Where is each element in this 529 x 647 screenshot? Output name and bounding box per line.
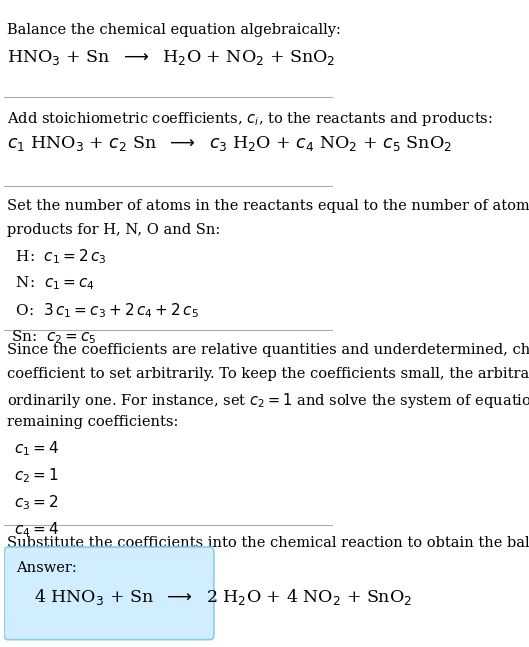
Text: $c_2 = 1$: $c_2 = 1$ — [14, 466, 59, 485]
Text: $c_5 = 1$: $c_5 = 1$ — [14, 547, 59, 565]
Text: remaining coefficients:: remaining coefficients: — [7, 415, 179, 430]
Text: Set the number of atoms in the reactants equal to the number of atoms in the: Set the number of atoms in the reactants… — [7, 199, 529, 213]
Text: coefficient to set arbitrarily. To keep the coefficients small, the arbitrary va: coefficient to set arbitrarily. To keep … — [7, 367, 529, 381]
Text: Sn:  $c_2 = c_5$: Sn: $c_2 = c_5$ — [11, 328, 96, 345]
Text: Substitute the coefficients into the chemical reaction to obtain the balanced: Substitute the coefficients into the che… — [7, 536, 529, 549]
Text: $c_1$ HNO$_3$ + $c_2$ Sn  $\longrightarrow$  $c_3$ H$_2$O + $c_4$ NO$_2$ + $c_5$: $c_1$ HNO$_3$ + $c_2$ Sn $\longrightarro… — [7, 134, 452, 153]
Text: O:  $3\,c_1 = c_3 + 2\,c_4 + 2\,c_5$: O: $3\,c_1 = c_3 + 2\,c_4 + 2\,c_5$ — [11, 301, 198, 320]
Text: Since the coefficients are relative quantities and underdetermined, choose a: Since the coefficients are relative quan… — [7, 343, 529, 356]
Text: H:  $c_1 = 2\,c_3$: H: $c_1 = 2\,c_3$ — [11, 248, 106, 266]
Text: Answer:: Answer: — [16, 561, 76, 575]
Text: HNO$_3$ + Sn  $\longrightarrow$  H$_2$O + NO$_2$ + SnO$_2$: HNO$_3$ + Sn $\longrightarrow$ H$_2$O + … — [7, 48, 336, 67]
Text: ordinarily one. For instance, set $c_2 = 1$ and solve the system of equations fo: ordinarily one. For instance, set $c_2 =… — [7, 391, 529, 410]
Text: 4 HNO$_3$ + Sn  $\longrightarrow$  2 H$_2$O + 4 NO$_2$ + SnO$_2$: 4 HNO$_3$ + Sn $\longrightarrow$ 2 H$_2$… — [34, 587, 412, 607]
Text: equation:: equation: — [7, 560, 78, 574]
Text: $c_3 = 2$: $c_3 = 2$ — [14, 494, 59, 512]
Text: Add stoichiometric coefficients, $c_i$, to the reactants and products:: Add stoichiometric coefficients, $c_i$, … — [7, 109, 494, 127]
Text: products for H, N, O and Sn:: products for H, N, O and Sn: — [7, 223, 221, 237]
Text: $c_1 = 4$: $c_1 = 4$ — [14, 440, 59, 459]
Text: Balance the chemical equation algebraically:: Balance the chemical equation algebraica… — [7, 23, 341, 38]
FancyBboxPatch shape — [4, 547, 214, 640]
Text: $c_4 = 4$: $c_4 = 4$ — [14, 520, 59, 539]
Text: N:  $c_1 = c_4$: N: $c_1 = c_4$ — [11, 274, 95, 292]
